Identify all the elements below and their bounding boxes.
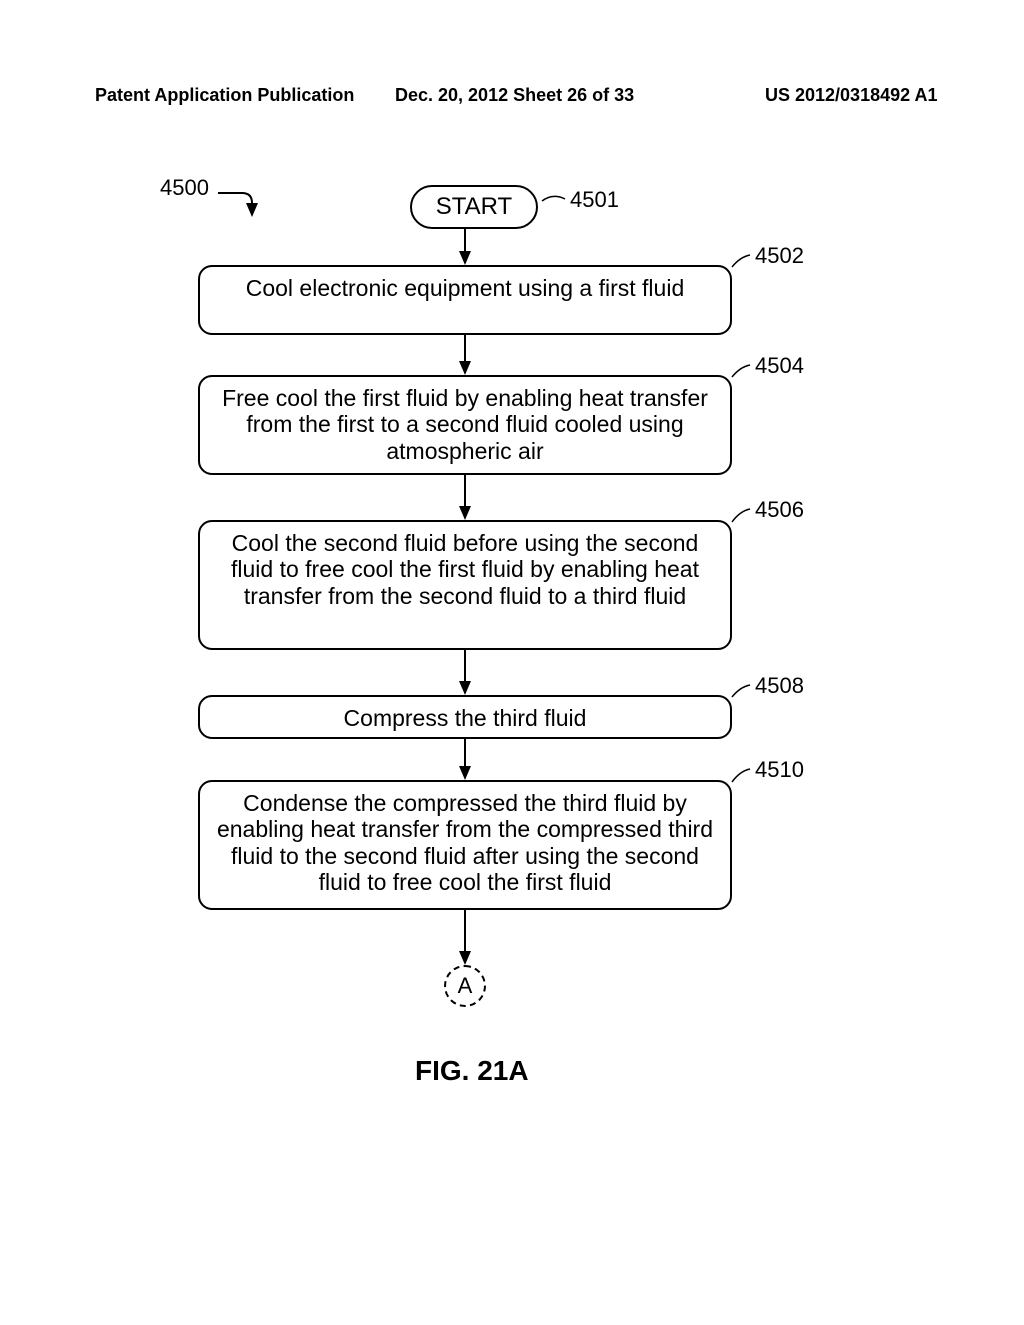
ref-4500: 4500 — [160, 175, 209, 201]
ref-4506: 4506 — [755, 497, 804, 523]
step-5-box: Condense the compressed the third fluid … — [198, 780, 732, 910]
ref-4502: 4502 — [755, 243, 804, 269]
header-publication: Patent Application Publication — [95, 85, 354, 106]
step-2-box: Free cool the first fluid by enabling he… — [198, 375, 732, 475]
header-date-sheet: Dec. 20, 2012 Sheet 26 of 33 — [395, 85, 634, 106]
flow-arrows — [0, 175, 1024, 1325]
figure-caption: FIG. 21A — [415, 1055, 529, 1087]
step-1-box: Cool electronic equipment using a first … — [198, 265, 732, 335]
connector-a: A — [444, 965, 486, 1007]
header-patent-no: US 2012/0318492 A1 — [765, 85, 937, 106]
ref-4508: 4508 — [755, 673, 804, 699]
ref-4501: 4501 — [570, 187, 619, 213]
step-4-box: Compress the third fluid — [198, 695, 732, 739]
ref-4510: 4510 — [755, 757, 804, 783]
ref-4504: 4504 — [755, 353, 804, 379]
start-terminator: START — [410, 185, 538, 229]
step-3-box: Cool the second fluid before using the s… — [198, 520, 732, 650]
